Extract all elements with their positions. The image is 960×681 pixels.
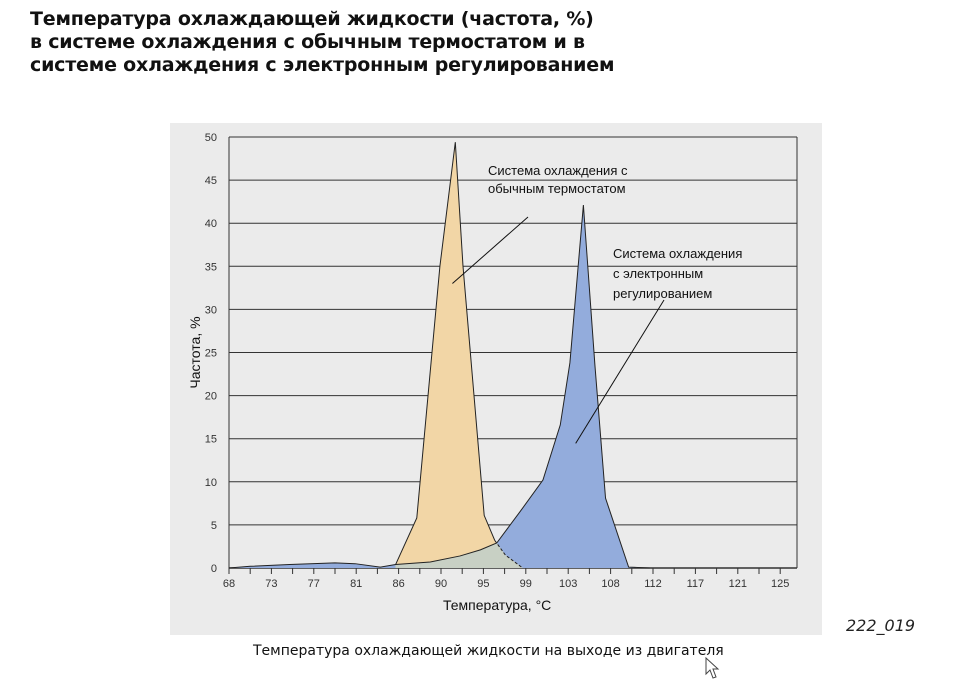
series-conventional-tail-dashed — [494, 540, 524, 569]
x-tick-label: 81 — [350, 578, 362, 590]
y-tick-label: 35 — [205, 261, 217, 273]
x-tick-label: 73 — [265, 578, 277, 590]
y-tick-label: 40 — [205, 218, 217, 230]
y-tick-label: 0 — [211, 563, 217, 575]
x-tick-label: 86 — [392, 578, 404, 590]
y-tick-label: 50 — [205, 132, 217, 144]
x-tick-label: 112 — [644, 578, 662, 590]
x-tick-label: 68 — [223, 578, 235, 590]
y-tick-label: 15 — [205, 434, 217, 446]
y-tick-label: 25 — [205, 348, 217, 360]
x-tick-label: 95 — [477, 578, 489, 590]
series-electronic-area — [229, 205, 650, 568]
chart: 0 5 10 15 20 25 30 35 40 45 50 68 73 77 81 86 90 95 99 103 1… — [187, 132, 798, 613]
figure-code: 222_019 — [846, 616, 916, 635]
y-tick-label: 10 — [205, 477, 217, 489]
mouse-cursor-icon — [705, 657, 720, 679]
y-tick-label: 5 — [211, 520, 217, 532]
series-conventional-line — [395, 142, 496, 565]
x-tick-label: 108 — [601, 578, 619, 590]
x-tick-label: 121 — [729, 578, 747, 590]
x-axis-title: Температура, °C — [443, 597, 551, 613]
annotation-electronic-pointer — [575, 299, 665, 444]
y-tick-label: 30 — [205, 304, 217, 316]
annotation-conventional-label: Система охлаждения с — [488, 163, 628, 178]
annotation-electronic-label: с электронным — [613, 266, 703, 281]
annotation-electronic-label: регулированием — [613, 286, 712, 301]
x-tick-label: 117 — [687, 578, 705, 590]
x-tick-label: 103 — [559, 578, 577, 590]
y-tick-label: 20 — [205, 391, 217, 403]
x-tick-label: 99 — [520, 578, 532, 590]
annotation-electronic-label: Система охлаждения — [613, 246, 742, 261]
annotation-conventional-label: обычным термостатом — [488, 181, 626, 196]
series-conventional-area — [395, 142, 523, 568]
figure-caption: Температура охлаждающей жидкости на выхо… — [253, 643, 724, 659]
y-axis-title: Частота, % — [187, 316, 203, 388]
x-tick-label: 90 — [435, 578, 447, 590]
annotation-conventional-pointer — [452, 216, 529, 284]
series-electronic-line — [228, 205, 650, 569]
x-tick-label: 77 — [308, 578, 320, 590]
chart-panel: 0 5 10 15 20 25 30 35 40 45 50 68 73 77 81 86 90 95 99 103 1… — [170, 123, 822, 635]
x-tick-label: 125 — [771, 578, 789, 590]
y-tick-label: 45 — [205, 175, 217, 187]
page-title: Температура охлаждающей жидкости (частот… — [30, 8, 615, 76]
